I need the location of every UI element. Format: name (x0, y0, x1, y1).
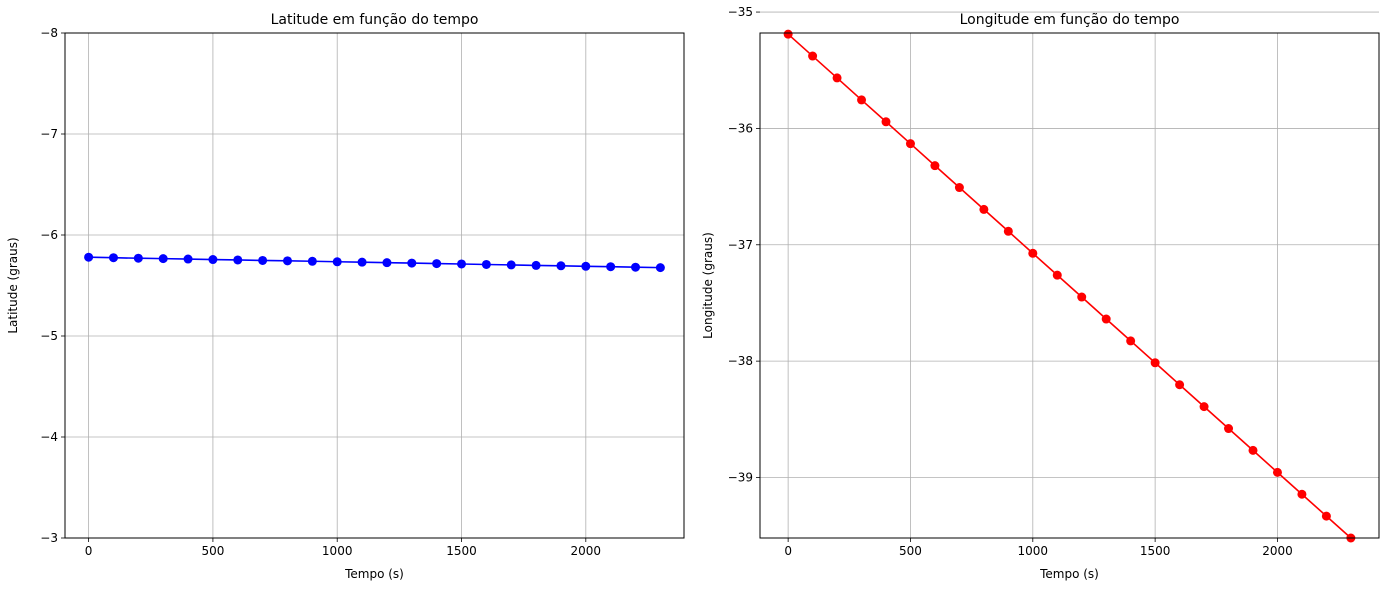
longitude-x-axis-label: Tempo (s) (1039, 567, 1099, 581)
latitude-data-point (208, 255, 218, 265)
longitude-data-point (905, 139, 915, 149)
latitude-data-point (307, 256, 317, 266)
longitude-data-point (1052, 270, 1062, 280)
longitude-axes-frame (759, 32, 1380, 539)
longitude-data-point (832, 73, 842, 83)
latitude-data-point (481, 259, 491, 269)
latitude-series (84, 252, 665, 273)
latitude-chart: 0 500 1000 1500 2000 −8 −7 −6 −5 −4 −3 Latitude em… (6, 12, 685, 581)
longitude-data-point (881, 117, 891, 127)
latitude-data-point (655, 263, 665, 273)
latitude-x-tick-label: 1000 (322, 544, 353, 558)
latitude-data-point (606, 262, 616, 272)
longitude-ticks: 0 500 1000 1500 2000 −35 −36 −37 −38 −39 (728, 5, 1293, 558)
longitude-data-point (1175, 380, 1185, 390)
longitude-x-tick-label: 500 (899, 544, 922, 558)
latitude-y-tick-label: −4 (40, 430, 58, 444)
longitude-data-point (1077, 292, 1087, 302)
longitude-series (783, 29, 1356, 543)
longitude-series-line (787, 33, 1352, 539)
latitude-x-tick-label: 2000 (571, 544, 602, 558)
latitude-data-point (531, 260, 541, 270)
longitude-chart: 0 500 1000 1500 2000 −35 −36 −37 −38 −39 Longitud… (701, 5, 1380, 581)
longitude-chart-title: Longitude em função do tempo (960, 12, 1180, 28)
latitude-x-tick-label: 1500 (446, 544, 477, 558)
longitude-data-point (979, 204, 989, 214)
latitude-y-tick-label: −8 (40, 26, 58, 40)
longitude-y-tick-label: −38 (728, 354, 753, 368)
longitude-data-point (808, 51, 818, 61)
latitude-data-point (631, 262, 641, 272)
longitude-data-point (930, 161, 940, 171)
longitude-x-tick-label: 0 (784, 544, 792, 558)
longitude-data-point (783, 29, 793, 39)
latitude-data-point (457, 259, 467, 269)
latitude-x-axis-label: Tempo (s) (344, 567, 404, 581)
longitude-data-point (1028, 248, 1038, 258)
latitude-x-tick-label: 0 (85, 544, 93, 558)
latitude-data-point (407, 258, 417, 268)
longitude-data-point (1199, 402, 1209, 412)
latitude-x-tick-label: 500 (201, 544, 224, 558)
latitude-data-point (158, 254, 168, 264)
latitude-data-point (233, 255, 243, 265)
longitude-data-point (954, 183, 964, 193)
longitude-data-point (1248, 445, 1258, 455)
longitude-data-point (857, 95, 867, 105)
longitude-x-tick-label: 1500 (1140, 544, 1171, 558)
longitude-data-point (1003, 226, 1013, 236)
longitude-data-point (1126, 336, 1136, 346)
latitude-data-point (556, 261, 566, 271)
longitude-data-point (1272, 467, 1282, 477)
latitude-data-point (506, 260, 516, 270)
latitude-data-point (133, 253, 143, 263)
latitude-data-point (108, 253, 118, 263)
latitude-y-tick-label: −7 (40, 127, 58, 141)
longitude-data-point (1101, 314, 1111, 324)
latitude-y-tick-label: −3 (40, 531, 58, 545)
longitude-grid (760, 11, 1379, 538)
longitude-data-point (1297, 489, 1307, 499)
longitude-x-tick-label: 1000 (1018, 544, 1049, 558)
longitude-data-point (1321, 511, 1331, 521)
latitude-data-point (183, 254, 193, 264)
longitude-data-point (1150, 358, 1160, 368)
longitude-y-tick-label: −35 (728, 5, 753, 19)
latitude-data-point (432, 259, 442, 269)
longitude-y-tick-label: −39 (728, 470, 753, 484)
latitude-ticks: 0 500 1000 1500 2000 −8 −7 −6 −5 −4 −3 (40, 26, 601, 558)
latitude-axes-frame (64, 32, 685, 539)
latitude-y-tick-label: −5 (40, 329, 58, 343)
latitude-data-point (84, 252, 94, 262)
latitude-data-point (258, 255, 268, 265)
latitude-y-axis-label: Latitude (graus) (6, 237, 20, 333)
longitude-y-tick-label: −36 (728, 121, 753, 135)
latitude-data-point (357, 257, 367, 267)
latitude-y-tick-label: −6 (40, 228, 58, 242)
longitude-y-axis-label: Longitude (graus) (701, 232, 715, 339)
latitude-data-point (282, 256, 292, 266)
longitude-data-point (1224, 424, 1234, 434)
longitude-y-tick-label: −37 (728, 238, 753, 252)
longitude-x-tick-label: 2000 (1262, 544, 1293, 558)
latitude-data-point (332, 257, 342, 267)
latitude-data-point (382, 258, 392, 268)
latitude-chart-title: Latitude em função do tempo (271, 12, 479, 28)
latitude-data-point (581, 261, 591, 271)
